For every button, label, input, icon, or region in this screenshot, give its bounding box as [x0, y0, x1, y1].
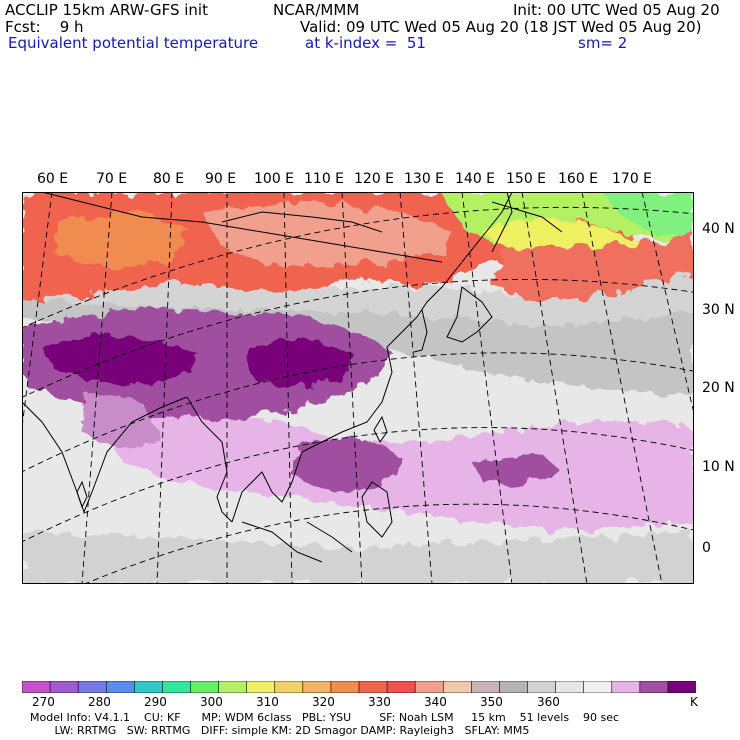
longitude-label: 110 E: [304, 171, 345, 187]
colorbar-swatch: [49, 681, 79, 693]
colorbar-swatch: [667, 681, 696, 693]
field-salmon-north: [202, 202, 452, 267]
colorbar-swatch: [302, 681, 332, 693]
colorbar-swatch: [218, 681, 248, 693]
colorbar-swatch: [190, 681, 220, 693]
colorbar-tick-label: 270: [32, 695, 55, 709]
colorbar-tick-label: 360: [537, 695, 560, 709]
org-label: NCAR/MMM: [273, 1, 360, 19]
longitude-label: 160 E: [558, 171, 599, 187]
colorbar-swatch: [499, 681, 529, 693]
valid-time: Valid: 09 UTC Wed 05 Aug 20 (18 JST Wed …: [300, 18, 702, 36]
colorbar-unit: K: [690, 695, 698, 709]
longitude-label: 130 E: [404, 171, 445, 187]
longitude-label: 120 E: [354, 171, 395, 187]
colorbar-swatch: [611, 681, 641, 693]
field-lightpurple-west: [82, 392, 162, 452]
colorbar-tick-label: 320: [312, 695, 335, 709]
longitude-label: 90 E: [205, 171, 237, 187]
colorbar-tick-label: 350: [480, 695, 503, 709]
field-name: Equivalent potential temperature: [8, 34, 259, 52]
longitude-label: 60 E: [37, 171, 69, 187]
latitude-label: 0: [702, 540, 711, 556]
field-grey-south: [22, 532, 694, 584]
longitude-lines: [22, 192, 694, 584]
map-border: [22, 192, 694, 584]
field-coral-north: [52, 212, 192, 267]
colorbar-swatch: [246, 681, 276, 693]
colorbar-swatch: [583, 681, 613, 693]
colorbar-tick-label: 290: [144, 695, 167, 709]
colorbar-swatch: [414, 681, 445, 693]
colorbar-swatch: [77, 681, 108, 693]
colorbar-tick-label: 340: [424, 695, 447, 709]
field-salmon-northeast: [492, 232, 694, 302]
colorbar-swatch: [471, 681, 501, 693]
field-lightgrey-band: [22, 272, 694, 327]
colorbar-swatch: [358, 681, 388, 693]
longitude-label: 100 E: [254, 171, 295, 187]
field-darkpurple-east: [242, 337, 352, 387]
init-time: Init: 00 UTC Wed 05 Aug 20: [513, 1, 720, 19]
field-purple-islands: [472, 454, 562, 484]
colorbar-swatch: [105, 681, 136, 693]
latitude-label: 20 N: [702, 380, 735, 396]
colorbar-swatch: [22, 681, 51, 693]
latitude-label: 10 N: [702, 459, 735, 475]
colorbar-swatch: [330, 681, 360, 693]
colorbar-swatch: [527, 681, 557, 693]
colorbar-swatch: [162, 681, 192, 693]
colorbar-tick-label: 310: [256, 695, 279, 709]
latitude-label: 40 N: [702, 221, 735, 237]
longitude-label: 170 E: [612, 171, 653, 187]
level-label: at k-index = 51: [305, 34, 426, 52]
field-purple-south: [292, 437, 402, 492]
latitude-label: 30 N: [702, 302, 735, 318]
field-lightpurple-south: [112, 417, 694, 532]
longitude-label: 150 E: [506, 171, 547, 187]
colorbar-swatch: [134, 681, 164, 693]
colorbar-swatch: [442, 681, 473, 693]
longitude-label: 70 E: [96, 171, 128, 187]
colorbar-tick-label: 280: [88, 695, 111, 709]
field-darkpurple-plateau: [42, 332, 202, 387]
smoothing-label: sm= 2: [578, 34, 628, 52]
colorbar-tick-label: 300: [200, 695, 223, 709]
map-panel: [22, 192, 694, 584]
colorbar-swatch: [639, 681, 669, 693]
colorbar-tick-label: 330: [368, 695, 391, 709]
colorbar-swatch: [386, 681, 416, 693]
field-lime-northeast: [602, 192, 694, 237]
model-info-line1: Model Info: V4.1.1 CU: KF MP: WDM 6class…: [30, 711, 620, 724]
plot-title: ACCLIP 15km ARW-GFS init: [5, 1, 208, 19]
coastlines: [22, 192, 563, 563]
colorbar: [22, 681, 696, 693]
colorbar-swatch: [274, 681, 304, 693]
field-yellow-northeast: [482, 217, 642, 252]
forecast-hour: Fcst: 9 h: [5, 18, 84, 36]
model-info-line2: LW: RRTMG SW: RRTMG DIFF: simple KM: 2D …: [30, 724, 530, 737]
colorbar-swatch: [555, 681, 585, 693]
longitude-label: 140 E: [455, 171, 496, 187]
longitude-label: 80 E: [153, 171, 185, 187]
